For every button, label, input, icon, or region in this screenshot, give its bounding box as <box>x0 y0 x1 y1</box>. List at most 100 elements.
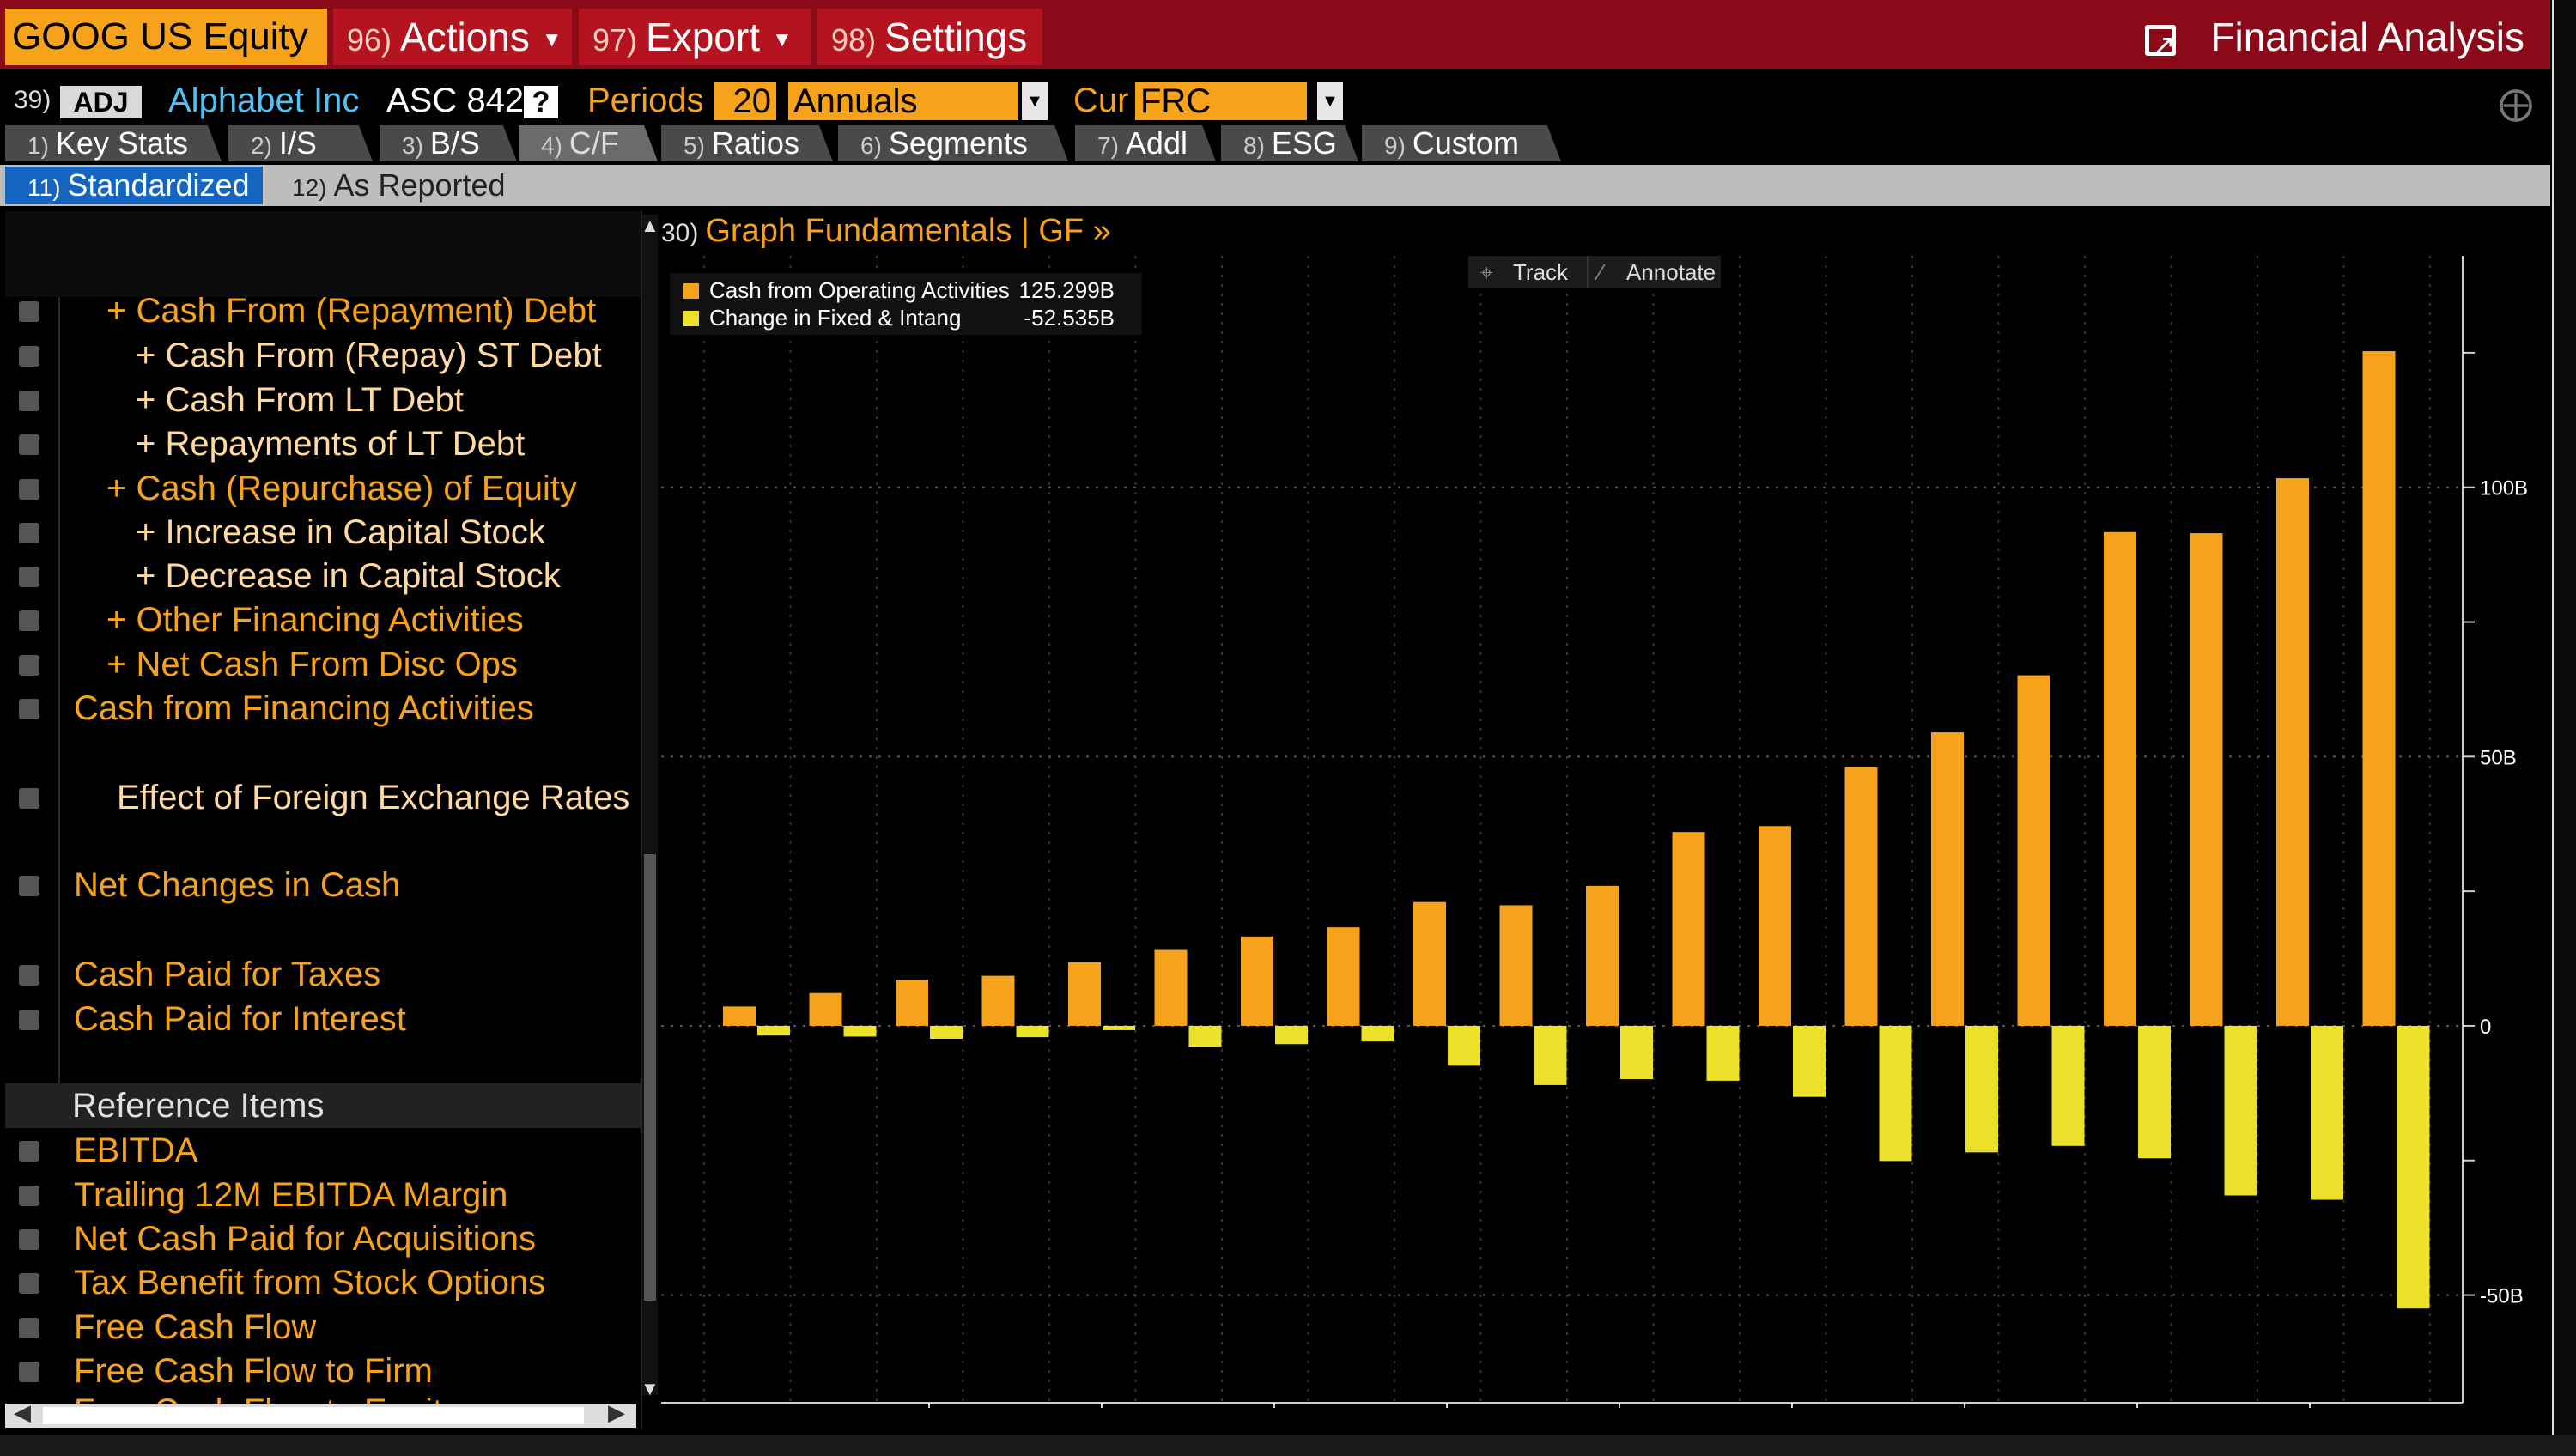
capex-bar <box>2311 1025 2343 1200</box>
scrollbar-thumb[interactable] <box>644 854 656 1301</box>
line-item[interactable]: Net Cash Paid for Acquisitions <box>5 1216 641 1261</box>
currency-select[interactable]: FRC (USD) <box>1135 82 1307 158</box>
checkbox[interactable] <box>19 876 39 896</box>
line-item-label: + Cash From LT Debt <box>136 381 464 419</box>
checkbox[interactable] <box>19 567 39 587</box>
financial-analysis-title[interactable]: Financial Analysis <box>2145 9 2524 74</box>
checkbox[interactable] <box>19 610 39 631</box>
export-menu[interactable]: 97) Export ▼ <box>579 9 811 65</box>
line-item[interactable]: Cash Paid for Interest <box>5 997 641 1041</box>
scroll-right-icon[interactable]: ▶ <box>608 1399 625 1425</box>
checkbox[interactable] <box>19 1186 39 1206</box>
capex-bar <box>930 1025 963 1039</box>
scroll-up-icon[interactable]: ▲ <box>641 215 659 236</box>
help-button[interactable]: ? <box>524 86 558 118</box>
checkbox[interactable] <box>19 1273 39 1294</box>
line-item[interactable]: Tax Benefit from Stock Options <box>5 1260 641 1305</box>
line-item[interactable]: + Cash From LT Debt <box>5 378 641 422</box>
checkbox[interactable] <box>19 1010 39 1030</box>
line-item[interactable]: + Repayments of LT Debt <box>5 422 641 466</box>
tool-divider <box>1587 256 1589 288</box>
line-item[interactable]: Effect of Foreign Exchange Rates <box>5 775 641 820</box>
tab-label: I/S <box>278 125 317 161</box>
subtab-standardized[interactable]: 11) Standardized <box>5 167 263 204</box>
checkbox[interactable] <box>19 1141 39 1162</box>
operating-cash-bar <box>896 979 928 1026</box>
checkbox[interactable] <box>19 301 39 322</box>
checkbox[interactable] <box>19 1362 39 1382</box>
line-item[interactable]: Free Cash Flow to Firm <box>5 1349 641 1393</box>
scroll-down-icon[interactable]: ▼ <box>641 1378 659 1399</box>
subtab-bar <box>0 165 2550 206</box>
checkbox[interactable] <box>19 788 39 809</box>
line-item[interactable]: Cash Paid for Taxes <box>5 952 641 997</box>
ticker-field[interactable]: GOOG US Equity <box>5 9 327 65</box>
line-item[interactable]: + Increase in Capital Stock <box>5 510 641 555</box>
line-item-label: Free Cash Flow <box>74 1308 317 1346</box>
menu-number: 96) <box>347 22 392 58</box>
capex-bar <box>1448 1025 1480 1066</box>
tab-addl[interactable]: 7) Addl <box>1075 125 1216 161</box>
checkbox[interactable] <box>19 1318 39 1338</box>
operating-cash-bar <box>1068 962 1101 1026</box>
settings-menu[interactable]: 98) Settings <box>817 9 1042 65</box>
checkbox[interactable] <box>19 391 39 411</box>
operating-cash-bar <box>1413 901 1446 1026</box>
currency-label: Cur <box>1073 82 1129 119</box>
tab-segments[interactable]: 6) Segments <box>838 125 1068 161</box>
pencil-icon[interactable]: ⁄ <box>1599 259 1603 285</box>
actions-menu[interactable]: 96) Actions ▼ <box>333 9 572 65</box>
app-title: Financial Analysis <box>2210 15 2524 59</box>
tab-balance-sheet[interactable]: 3) B/S <box>380 125 517 161</box>
checkbox[interactable] <box>19 346 39 367</box>
checkbox[interactable] <box>19 1229 39 1250</box>
line-item[interactable]: EBITDA <box>5 1128 641 1173</box>
checkbox[interactable] <box>19 699 39 719</box>
crosshair-icon[interactable]: ⌖ <box>1480 259 1493 285</box>
line-item[interactable]: + Cash From (Repay) ST Debt <box>5 333 641 378</box>
section-label: Reference Items <box>72 1087 325 1125</box>
tab-number: 2) <box>251 132 272 159</box>
graph-fundamentals-link[interactable]: 30) Graph Fundamentals | GF » <box>661 209 1111 252</box>
track-button[interactable]: Track <box>1513 259 1569 285</box>
tab-custom[interactable]: 9) Custom <box>1362 125 1561 161</box>
tab-esg[interactable]: 8) ESG <box>1221 125 1358 161</box>
checkbox[interactable] <box>19 479 39 500</box>
tab-label: B/S <box>429 125 480 161</box>
line-item[interactable]: Net Changes in Cash <box>5 863 641 907</box>
window-edge <box>2552 0 2576 1456</box>
cash-flow-chart[interactable]: 100B 50B 0 -50B FY 2007 FY 2009 FY 2011 FY 2013… <box>661 256 2550 1415</box>
tab-cash-flow[interactable]: 4) C/F <box>519 125 658 161</box>
checkbox[interactable] <box>19 965 39 986</box>
legend-item: Cash from Operating Activities 125.299B <box>670 276 1142 304</box>
periods-label: Periods <box>587 82 704 119</box>
legend-item: Change in Fixed & Intang -52.535B <box>670 304 1142 331</box>
periods-input[interactable]: 20 <box>714 82 776 120</box>
line-item[interactable]: + Net Cash From Disc Ops <box>5 642 641 687</box>
external-link-icon[interactable] <box>2145 17 2177 74</box>
checkbox[interactable] <box>19 655 39 676</box>
menu-number: 98) <box>831 22 877 58</box>
checkbox[interactable] <box>19 434 39 455</box>
horizontal-scrollbar-thumb[interactable] <box>43 1407 584 1424</box>
tab-key-stats[interactable]: 1) Key Stats <box>5 125 222 161</box>
subtab-label: As Reported <box>333 167 506 203</box>
line-item[interactable]: Cash from Financing Activities <box>5 686 641 731</box>
line-item[interactable]: + Cash From (Repayment) Debt <box>5 288 641 333</box>
line-item[interactable]: + Other Financing Activities <box>5 598 641 642</box>
line-item[interactable]: + Decrease in Capital Stock <box>5 554 641 598</box>
chevron-down-icon[interactable]: ▼ <box>1317 82 1343 120</box>
zoom-in-icon[interactable]: ⨁ <box>2499 85 2533 123</box>
chevron-down-icon[interactable]: ▼ <box>1022 82 1048 120</box>
scroll-left-icon[interactable]: ◀ <box>14 1399 31 1425</box>
line-item[interactable]: Trailing 12M EBITDA Margin <box>5 1173 641 1217</box>
line-item[interactable]: Free Cash Flow <box>5 1305 641 1350</box>
annotate-button[interactable]: Annotate <box>1626 259 1716 285</box>
tab-income-statement[interactable]: 2) I/S <box>228 125 373 161</box>
adj-button[interactable]: ADJ <box>60 86 142 118</box>
subtab-as-reported[interactable]: 12) As Reported <box>270 167 527 204</box>
frequency-select[interactable]: Annuals <box>788 82 1018 120</box>
line-item[interactable]: + Cash (Repurchase) of Equity <box>5 466 641 511</box>
tab-ratios[interactable]: 5) Ratios <box>661 125 833 161</box>
checkbox[interactable] <box>19 523 39 543</box>
